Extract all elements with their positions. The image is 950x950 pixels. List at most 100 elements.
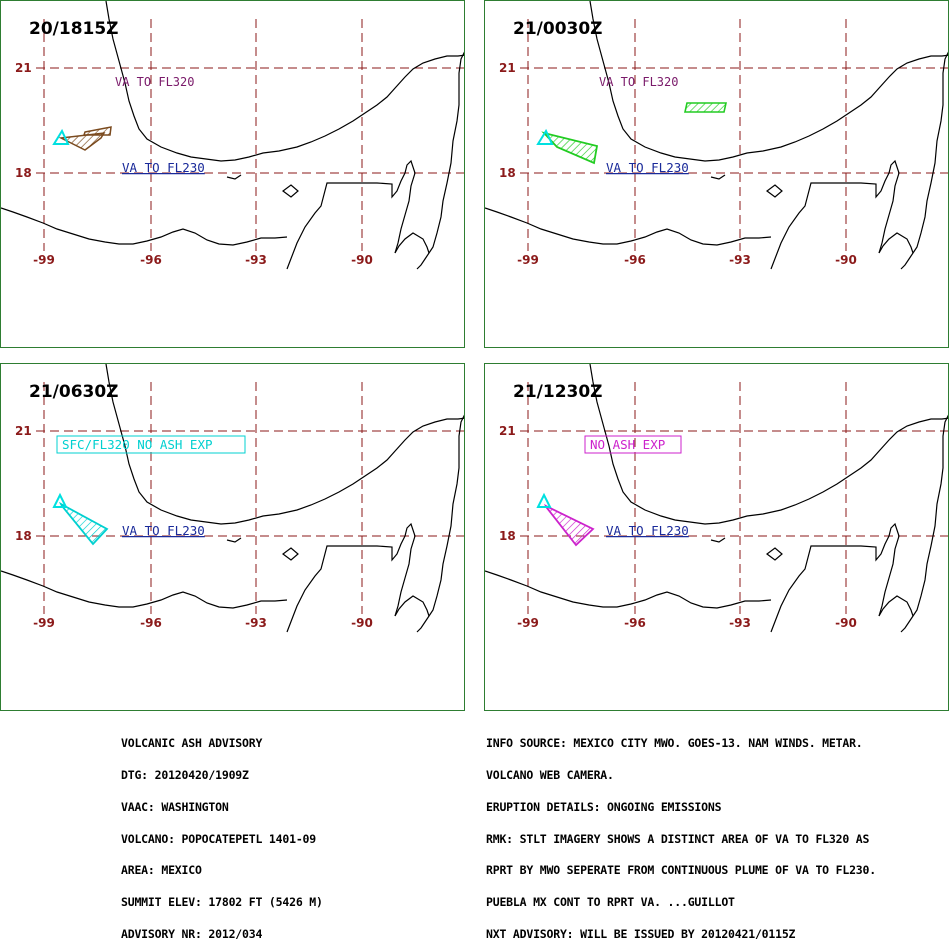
coastline-segment [710,174,726,180]
lon-label: -90 [835,616,857,630]
advisory-line: ADVISORY NR: 2012/034 [121,926,263,941]
lat-label: 21 [15,61,32,75]
advisory-line: PUEBLA MX CONT TO RPRT VA. ...GUILLOT [486,895,735,910]
lon-label: -90 [835,253,857,267]
advisory-line: SUMMIT ELEV: 17802 FT (5426 M) [121,895,323,910]
coastline [485,364,948,633]
coastline-segment [589,364,948,525]
lon-label: -99 [33,616,55,630]
lon-label: -96 [140,616,162,630]
coastline-segment [105,364,464,525]
lon-label: -90 [351,253,373,267]
advisory-left: VOLCANIC ASH ADVISORY DTG: 20120420/1909… [121,717,323,950]
lat-lon-grid: -99 -96 -93 -90 21 18 [499,382,948,630]
advisory-right: INFO SOURCE: MEXICO CITY MWO. GOES-13. N… [486,717,876,950]
map-panel-2: -99 -96 -93 -90 21 18 VA TO FL320 VA TO FL230… [484,0,949,348]
advisory-line: NXT ADVISORY: WILL BE ISSUED BY 20120421… [486,926,796,941]
coastline-segment [226,537,242,543]
ash-area-fl320 [684,102,727,113]
lon-label: -96 [624,253,646,267]
coastline-segment [770,159,900,270]
ash-area-fl230 [58,501,109,546]
volcano-icon [52,128,70,145]
volcano-icon [52,492,68,508]
ash-area-fl230 [58,132,106,151]
lower-layer-label: VA TO FL230 [606,160,689,175]
upper-layer-label: VA TO FL320 [115,75,194,89]
panel-time-label: 21/0030Z [513,19,603,39]
coastline-segment [286,159,416,270]
coastline [1,364,464,633]
lon-label: -90 [351,616,373,630]
coastline-segment [770,522,900,633]
coastline-segment [226,174,242,180]
ash-plume [536,492,595,547]
advisory-line: DTG: 20120420/1909Z [121,767,249,782]
lat-label: 18 [499,529,516,543]
coastline-segment [878,595,914,617]
coastline [1,1,464,270]
volcano-icon [536,128,554,145]
lon-label: -96 [140,253,162,267]
coastline [485,1,948,270]
no-ash-label: NO ASH EXP [590,437,665,452]
coastline-segment [589,1,948,162]
coastline-segment [878,232,914,254]
advisory-line: VOLCANO WEB CAMERA. [486,767,614,782]
map-canvas-3: -99 -96 -93 -90 21 18 SFC/FL320 NO ASH EXP VA… [1,364,464,633]
coastline-segment [282,184,299,198]
map-canvas-1: -99 -96 -93 -90 21 18 VA TO FL320 VA TO FL230 [1,1,464,270]
coastline-segment [394,232,430,254]
lat-label: 21 [499,61,516,75]
lat-label: 21 [15,424,32,438]
volcano-icon [536,492,552,508]
coastline-segment [710,537,726,543]
ash-plume [536,102,727,165]
panel-time-label: 20/1815Z [29,19,119,39]
coastline-segment [105,1,464,162]
coastline-segment [416,414,464,633]
coastline-segment [286,522,416,633]
lon-label: -93 [729,253,751,267]
coastline-segment [900,414,948,633]
coastline-segment [900,51,948,270]
ash-plume [52,492,109,546]
advisory-line: RPRT BY MWO SEPERATE FROM CONTINUOUS PLU… [486,863,876,878]
lower-layer-label: VA TO FL230 [122,523,205,538]
lon-label: -93 [729,616,751,630]
lower-layer-label: VA TO FL230 [122,160,205,175]
lon-label: -93 [245,616,267,630]
map-canvas-2: -99 -96 -93 -90 21 18 VA TO FL320 VA TO FL230 [485,1,948,270]
no-ash-box [56,435,246,454]
upper-layer-label: VA TO FL320 [599,75,678,89]
map-panel-4: -99 -96 -93 -90 21 18 NO ASH EXP VA TO FL230 … [484,363,949,711]
ash-area-fl230 [544,504,595,547]
lon-label: -96 [624,616,646,630]
map-canvas-4: -99 -96 -93 -90 21 18 NO ASH EXP VA TO FL230 [485,364,948,633]
coastline-segment [766,547,783,561]
advisory-line: VOLCANO: POPOCATEPETL 1401-09 [121,831,316,846]
advisory-line: VAAC: WASHINGTON [121,799,229,814]
lat-label: 21 [499,424,516,438]
advisory-line: VOLCANIC ASH ADVISORY [121,736,263,751]
lat-lon-grid: -99 -96 -93 -90 21 18 [15,19,464,267]
coastline-segment [1,207,288,246]
panel-time-label: 21/1230Z [513,382,603,402]
map-panel-1: -99 -96 -93 -90 21 18 VA TO FL320 VA TO FL230… [0,0,465,348]
lat-label: 18 [499,166,516,180]
ash-area-fl230 [541,131,599,165]
coastline-segment [485,570,772,609]
advisory-line: ERUPTION DETAILS: ONGOING EMISSIONS [486,799,722,814]
coastline-segment [282,547,299,561]
no-ash-box [584,435,682,454]
panel-time-label: 21/0630Z [29,382,119,402]
lat-lon-grid: -99 -96 -93 -90 21 18 [499,19,948,267]
lower-layer-label: VA TO FL230 [606,523,689,538]
lat-lon-grid: -99 -96 -93 -90 21 18 [15,382,464,630]
lon-label: -93 [245,253,267,267]
lon-label: -99 [33,253,55,267]
lat-label: 18 [15,529,32,543]
advisory-line: AREA: MEXICO [121,863,202,878]
no-ash-label: SFC/FL320 NO ASH EXP [62,437,213,452]
advisory-line: RMK: STLT IMAGERY SHOWS A DISTINCT AREA … [486,831,870,846]
